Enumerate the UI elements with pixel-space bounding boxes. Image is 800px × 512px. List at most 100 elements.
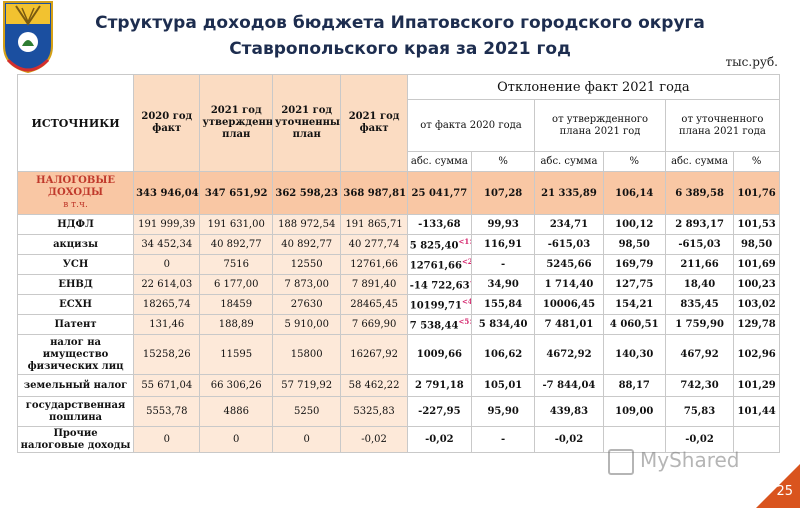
table-cell: 103,02 [733,294,780,315]
table-cell [733,426,780,453]
row-label: Прочие налоговые доходы [16,426,135,453]
table-cell: 99,93 [471,214,536,235]
vs-fact2020-header: от факта 2020 года [406,99,536,152]
table-cell: 5250 [271,396,342,427]
table-cell: 66 306,26 [199,374,273,397]
table-cell: 40 277,74 [340,234,408,255]
watermark: MyShared [608,448,768,478]
table-cell: 34 452,34 [133,234,201,255]
table-cell: 188,89 [199,314,273,335]
table-cell: 101,44 [733,396,780,427]
table-cell: 1 759,90 [664,314,735,335]
table-cell: -0,02 [340,426,408,453]
fact2020-header: 2020 год факт [133,74,201,172]
table-cell: 101,53 [733,214,780,235]
abs-sum-header: абс. сумма [534,151,604,172]
row-label: УСН [16,254,135,275]
watermark-logo-icon [608,448,634,475]
table-cell: 7516 [199,254,273,275]
table-cell: 58 462,22 [340,374,408,397]
table-cell: 0 [133,426,201,453]
table-cell: 40 892,77 [199,234,273,255]
table-cell: 4886 [199,396,273,427]
table-cell: 55 671,04 [133,374,201,397]
table-cell: 100,12 [602,214,666,235]
table-cell: 101,29 [733,374,780,397]
table-cell: 6 389,58 [664,171,735,215]
table-cell: 34,90 [471,274,536,295]
row-label: Патент [16,314,135,335]
table-cell: 98,50 [733,234,780,255]
deviation-header: Отклонение факт 2021 года [406,74,781,100]
table-row-total: НАЛОГОВЫЕ ДОХОДЫ в т.ч. 343 946,04 347 6… [16,171,780,215]
footnote-marker: <3> [470,277,471,286]
row-label: НДФЛ [16,214,135,235]
table-cell: 5325,83 [340,396,408,427]
table-cell: 2 791,18 [406,374,473,397]
table-cell: 88,17 [602,374,666,397]
table-cell: 12761,66<2> [406,254,473,275]
table-row: акцизы 34 452,34 40 892,77 40 892,77 40 277,… [16,234,780,255]
fact2021-header: 2021 год факт [340,74,408,172]
table-cell: 191 999,39 [133,214,201,235]
sources-header: ИСТОЧНИКИ [16,74,135,172]
table-cell: 10006,45 [534,294,604,315]
table-cell: 835,45 [664,294,735,315]
table-cell: 5 825,40<1> [406,234,473,255]
table-cell: 211,66 [664,254,735,275]
table-cell: 57 719,92 [271,374,342,397]
table-cell: -227,95 [406,396,473,427]
table-cell: 129,78 [733,314,780,335]
table-cell: 12761,66 [340,254,408,275]
table-cell: 100,23 [733,274,780,295]
income-table: ИСТОЧНИКИ 2020 год факт 2021 год утвержд… [16,74,781,484]
table-row: Прочие налоговые доходы 0 0 0 -0,02 -0,02- -0,… [16,426,780,453]
units-label: тыс.руб. [725,55,778,69]
table-cell: 439,83 [534,396,604,427]
vs-approved-header: от утвержденного плана 2021 год [534,99,666,152]
row-label: ЕНВД [16,274,135,295]
table-cell: 27630 [271,294,342,315]
table-cell: -0,02 [406,426,473,453]
footnote-marker: <2> [461,257,471,267]
footnote-marker: <1> [458,237,470,247]
table-cell: 467,92 [664,334,735,375]
table-cell: 4672,92 [534,334,604,375]
table-cell: 155,84 [471,294,536,315]
page-title: Структура доходов бюджета Ипатовского го… [60,10,740,62]
table-cell: 116,91 [471,234,536,255]
table-cell: 15800 [271,334,342,375]
title-line-1: Структура доходов бюджета Ипатовского го… [95,13,705,33]
title-line-2: Ставропольского края за 2021 год [229,39,571,59]
table-cell: -133,68 [406,214,473,235]
abs-sum-header: абс. сумма [406,151,473,172]
table-cell: 18459 [199,294,273,315]
table-cell: 28465,45 [340,294,408,315]
table-cell: 5 834,40 [471,314,536,335]
table-row: земельный налог 55 671,04 66 306,26 57 719,… [16,374,780,397]
table-cell: 109,00 [602,396,666,427]
pct-header: % [733,151,780,172]
row-label: акцизы [16,234,135,255]
table-cell: 127,75 [602,274,666,295]
table-cell: 6 177,00 [199,274,273,295]
table-row: ЕНВД 22 614,03 6 177,00 7 873,00 7 891,40 -14… [16,274,780,295]
table-cell: 7 481,01 [534,314,604,335]
table-cell: -7 844,04 [534,374,604,397]
table-cell: 368 987,81 [340,171,408,215]
table-cell: 5245,66 [534,254,604,275]
table-cell: 188 972,54 [271,214,342,235]
table-cell: 11595 [199,334,273,375]
table-cell: 21 335,89 [534,171,604,215]
table-cell: 4 060,51 [602,314,666,335]
footnote-marker: <5> [458,317,470,327]
table-cell: 347 651,92 [199,171,273,215]
table-cell: 18265,74 [133,294,201,315]
vs-refined-header: от уточненного плана 2021 года [664,99,781,152]
table-cell: 15258,26 [133,334,201,375]
table-row: ЕСХН18265,74184592763028465,4510199,71<4… [16,294,780,315]
abs-sum-header: абс. сумма [664,151,735,172]
table-cell: 7 891,40 [340,274,408,295]
table-cell: 98,50 [602,234,666,255]
table-cell: 234,71 [534,214,604,235]
